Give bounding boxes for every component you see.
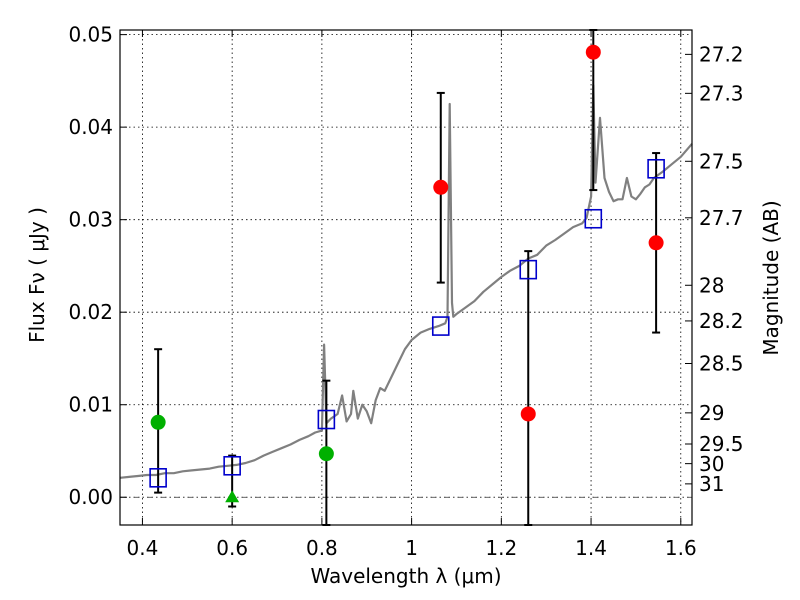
square-marker (584, 208, 603, 229)
red-circle-marker (520, 406, 536, 422)
axis-ticks (120, 30, 692, 525)
model-spectrum-line (119, 84, 693, 479)
square-marker (149, 468, 167, 488)
x-tick-label: 1.4 (575, 536, 607, 560)
x-tick-label: 0.8 (306, 536, 338, 560)
magnitude-tick-label: 30 (699, 452, 724, 476)
magnitude-tick-label: 28.5 (699, 351, 744, 375)
x-axis-title: Wavelength λ (μm) (310, 564, 501, 588)
green-circle-marker (150, 414, 166, 430)
data-markers (149, 44, 665, 503)
magnitude-tick-label: 27.2 (699, 42, 744, 66)
square-marker (223, 455, 241, 476)
red-circle-marker (585, 44, 601, 60)
plot-frame (119, 29, 693, 526)
magnitude-tick-label: 27.7 (699, 206, 744, 230)
magnitude-axis-title: Magnitude (AB) (759, 200, 783, 355)
y-tick-labels: 0.00 0.01 0.02 0.03 0.04 0.05 (68, 23, 113, 510)
y-tick-label: 0.01 (68, 393, 113, 417)
magnitude-tick-label: 27.5 (699, 149, 744, 173)
y-tick-label: 0.02 (68, 300, 113, 324)
y-axis-title: Flux Fν ( μJy ) (25, 207, 49, 343)
square-marker (647, 158, 665, 179)
square-marker (431, 316, 450, 336)
magnitude-tick-label: 28 (699, 273, 724, 297)
magnitude-tick-label: 31 (699, 472, 724, 496)
x-tick-label: 0.6 (216, 536, 248, 560)
x-tick-label: 1 (405, 536, 418, 560)
square-marker (519, 259, 538, 280)
magnitude-tick-label: 29.5 (699, 432, 744, 456)
y-tick-label: 0.05 (68, 23, 113, 47)
x-tick-label: 1.6 (665, 536, 697, 560)
x-tick-labels: 0.4 0.6 0.8 1 1.2 1.4 1.6 (127, 536, 697, 560)
x-tick-label: 0.4 (127, 536, 159, 560)
y-tick-label: 0.00 (68, 485, 113, 509)
red-circle-marker (433, 179, 449, 195)
x-tick-label: 1.2 (485, 536, 517, 560)
y-tick-label: 0.04 (68, 115, 113, 139)
square-marker (317, 409, 336, 430)
red-circle-marker (648, 235, 664, 251)
magnitude-tick-label: 28.2 (699, 309, 744, 333)
magnitude-tick-label: 29 (699, 401, 724, 425)
green-circle-marker (318, 446, 334, 462)
y-tick-label: 0.03 (68, 208, 113, 232)
spectrum-path (119, 84, 693, 479)
green-triangle-marker (225, 490, 240, 503)
magnitude-tick-label: 27.3 (699, 81, 744, 105)
